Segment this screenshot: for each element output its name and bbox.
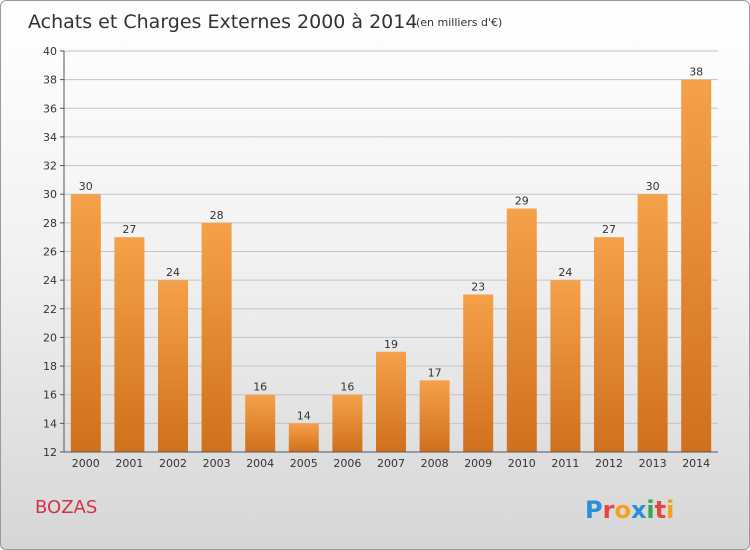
value-label-2000: 30 [79,180,93,193]
y-tick-label: 34 [43,131,57,144]
chart-title: Achats et Charges Externes 2000 à 2014 [28,11,417,33]
value-label-2009: 23 [471,280,485,293]
bar-2009 [463,294,494,452]
x-tick-label-2003: 2003 [203,457,231,470]
x-tick-label-2014: 2014 [682,457,710,470]
place-name: BOZAS [35,497,97,518]
bar-2012 [594,237,624,452]
x-tick-label-2000: 2000 [72,457,100,470]
value-label-2013: 30 [646,180,660,193]
x-tick-label-2011: 2011 [551,457,579,470]
x-tick-label-2006: 2006 [333,457,361,470]
bar-2007 [376,351,406,452]
value-label-2001: 27 [122,223,136,236]
value-label-2002: 24 [166,266,180,279]
y-tick-label: 26 [43,246,57,259]
x-tick-label-2009: 2009 [464,457,492,470]
value-label-2010: 29 [515,195,529,208]
x-tick-label-2001: 2001 [115,457,143,470]
value-label-2004: 16 [253,381,267,394]
bar-2001 [114,237,145,452]
bar-2010 [506,208,537,452]
x-tick-label-2010: 2010 [508,457,536,470]
brand-text: Proxiti [585,496,674,524]
bar-2011 [550,280,581,452]
y-tick-label: 14 [43,417,57,430]
y-tick-label: 20 [43,331,57,344]
chart-subtitle: (en milliers d'€) [416,16,502,29]
y-tick-label: 28 [43,217,57,230]
value-label-2003: 28 [210,209,224,222]
y-tick-label: 32 [43,160,57,173]
value-label-2012: 27 [602,223,616,236]
y-tick-label: 24 [43,274,57,287]
bar-2004 [245,394,276,452]
y-tick-label: 36 [43,102,57,115]
x-tick-label-2002: 2002 [159,457,187,470]
proxiti-logo: Proxiti [585,496,674,524]
x-tick-label-2008: 2008 [421,457,449,470]
bar-2000 [70,194,101,452]
bar-2008 [419,380,450,452]
value-label-2005: 14 [297,409,311,422]
axes: 12 14 16 18 20 22 24 26 28 30 32 34 36 38 40 2000 2001 20… [43,45,718,470]
value-label-2007: 19 [384,338,398,351]
value-label-2014: 38 [689,66,703,79]
bar-2014 [681,79,712,453]
value-label-2006: 16 [340,381,354,394]
y-tick-label: 38 [43,74,57,87]
y-tick-label: 30 [43,188,57,201]
y-tick-label: 40 [43,45,57,58]
y-tick-label: 12 [43,446,57,459]
bar-2003 [201,222,232,452]
x-tick-label-2013: 2013 [639,457,667,470]
y-tick-label: 18 [43,360,57,373]
x-tick-label-2004: 2004 [246,457,274,470]
value-label-2011: 24 [558,266,572,279]
x-tick-label-2012: 2012 [595,457,623,470]
value-label-2008: 17 [428,366,442,379]
x-tick-label-2007: 2007 [377,457,405,470]
bar-2006 [332,394,363,452]
bar-2013 [637,194,668,452]
bar-2005 [288,423,319,452]
y-tick-label: 16 [43,389,57,402]
x-tick-label-2005: 2005 [290,457,318,470]
bar-2002 [158,280,188,452]
y-tick-label: 22 [43,303,57,316]
bars: 30 27 24 28 16 14 16 19 17 23 29 24 27 30 38 [70,66,712,453]
